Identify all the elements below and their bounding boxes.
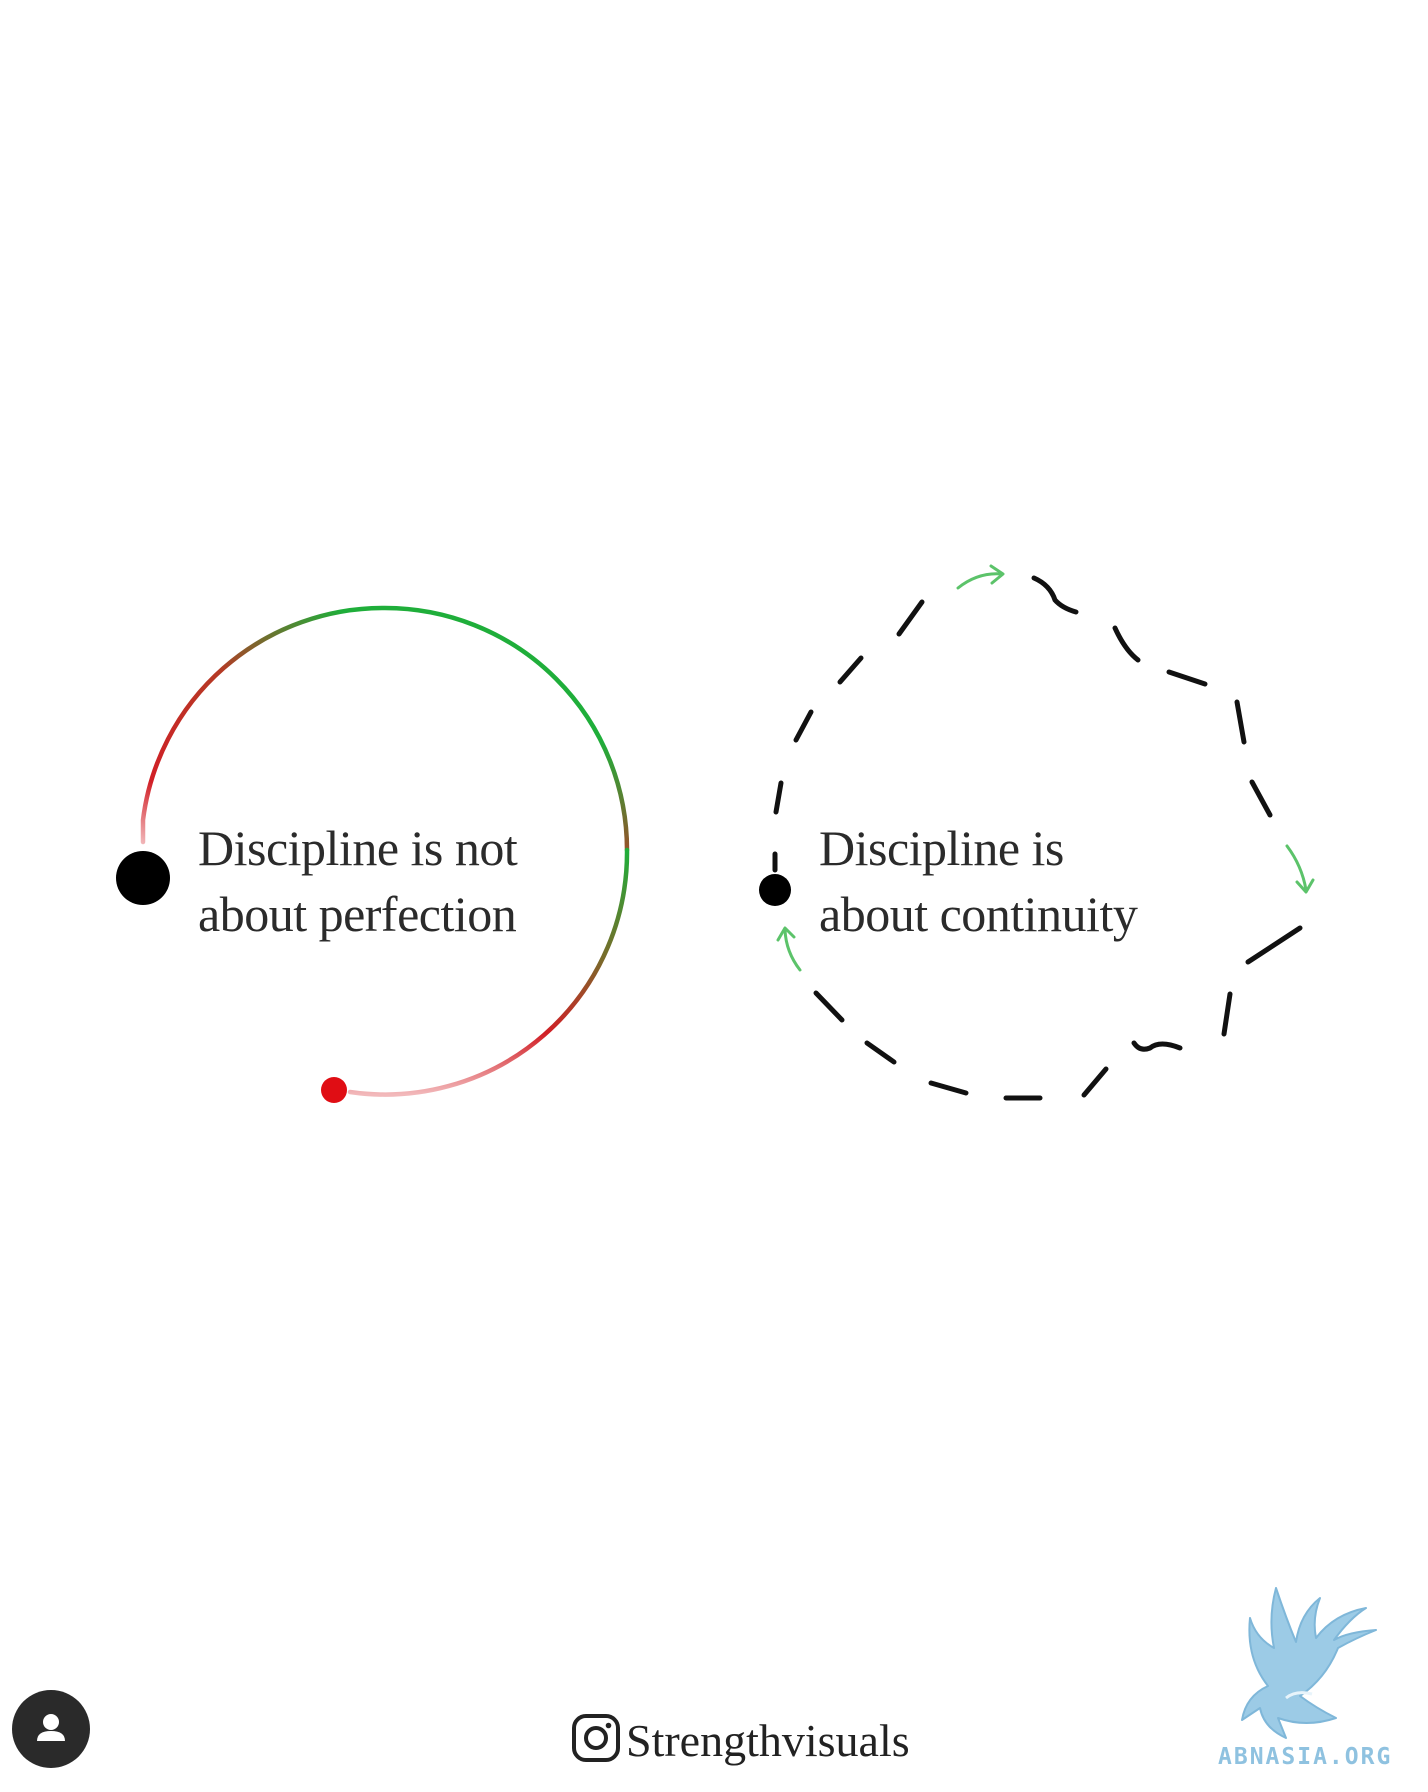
watermark-text: ABNASIA.ORG (1218, 1744, 1393, 1770)
instagram-icon (570, 1712, 622, 1775)
caption-perfection-line1: Discipline is not (198, 820, 518, 876)
handle-text: Strengthvisuals (626, 1715, 910, 1766)
loop-dash (773, 780, 784, 815)
continuity-loop (759, 575, 1303, 1101)
loop-dash (864, 1040, 897, 1065)
loop-dash (1221, 991, 1233, 1037)
loop-dash (837, 655, 864, 685)
loop-dash (1131, 1040, 1183, 1052)
loop-dash (1234, 699, 1247, 745)
loop-dash (1112, 625, 1141, 663)
loop-dash (1081, 1066, 1109, 1098)
loop-dash (928, 1080, 969, 1096)
social-handle[interactable]: Strengthvisuals (570, 1712, 910, 1775)
loop-dash (813, 990, 845, 1023)
caption-perfection-line2: about perfection (198, 886, 517, 942)
loop-dash (1245, 925, 1303, 965)
direction-arrows (776, 564, 1315, 972)
end-dot (321, 1077, 347, 1103)
perfection-circle (116, 605, 630, 1103)
dragon-logo (1241, 1587, 1377, 1739)
arc-lower (347, 847, 630, 1097)
loop-dash (1249, 779, 1273, 818)
caption-continuity-line2: about continuity (819, 886, 1138, 942)
caption-continuity-line1: Discipline is (819, 820, 1064, 876)
start-dot (116, 851, 170, 905)
caption-perfection: Discipline is not about perfection (198, 815, 518, 947)
loop-dash (1166, 669, 1208, 687)
user-avatar-button[interactable] (12, 1690, 90, 1768)
loop-start-dot (759, 874, 791, 906)
loop-dash (1031, 575, 1079, 615)
arrow-left (776, 926, 802, 972)
arc-upper (140, 605, 630, 853)
arrow-top (956, 564, 1005, 590)
arrow-right (1285, 844, 1315, 894)
loop-dash (793, 709, 814, 743)
loop-dash (896, 599, 925, 637)
user-avatar-icon (37, 1714, 65, 1741)
caption-continuity: Discipline is about continuity (819, 815, 1138, 947)
